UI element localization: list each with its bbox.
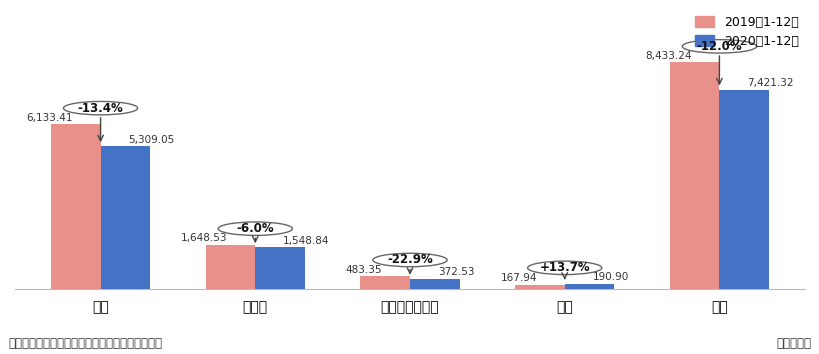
Bar — [255, 247, 305, 289]
Text: 167.94: 167.94 — [500, 273, 536, 283]
Bar — [206, 245, 255, 289]
Bar — [564, 284, 613, 289]
Text: 单位：亿元: 单位：亿元 — [776, 337, 811, 350]
Bar — [669, 62, 718, 289]
Text: -13.4%: -13.4% — [78, 102, 124, 115]
Text: 注：本图系根据合并报表营业总收入的业务分类。: 注：本图系根据合并报表营业总收入的业务分类。 — [8, 337, 162, 350]
Text: 483.35: 483.35 — [346, 264, 382, 274]
Bar — [514, 285, 564, 289]
Bar — [101, 147, 150, 289]
Text: 5,309.05: 5,309.05 — [129, 135, 174, 145]
Bar — [410, 279, 459, 289]
Text: 6,133.41: 6,133.41 — [26, 113, 73, 123]
Ellipse shape — [681, 40, 756, 53]
Bar — [360, 276, 410, 289]
Text: +13.7%: +13.7% — [539, 261, 590, 274]
Text: 8,433.24: 8,433.24 — [645, 51, 690, 61]
Bar — [718, 90, 768, 289]
Text: -12.0%: -12.0% — [696, 40, 741, 53]
Text: 1,648.53: 1,648.53 — [181, 233, 227, 243]
Ellipse shape — [373, 253, 446, 267]
Ellipse shape — [218, 222, 292, 235]
Text: 1,548.84: 1,548.84 — [283, 236, 329, 246]
Text: 7,421.32: 7,421.32 — [746, 78, 793, 88]
Text: 372.53: 372.53 — [437, 268, 473, 278]
Ellipse shape — [63, 102, 138, 115]
Text: -6.0%: -6.0% — [236, 222, 274, 235]
Bar — [51, 124, 101, 289]
Text: 190.90: 190.90 — [592, 272, 628, 282]
Text: -22.9%: -22.9% — [387, 253, 432, 267]
Ellipse shape — [527, 261, 601, 275]
Legend: 2019年1-12月, 2020年1-12月: 2019年1-12月, 2020年1-12月 — [694, 16, 798, 48]
